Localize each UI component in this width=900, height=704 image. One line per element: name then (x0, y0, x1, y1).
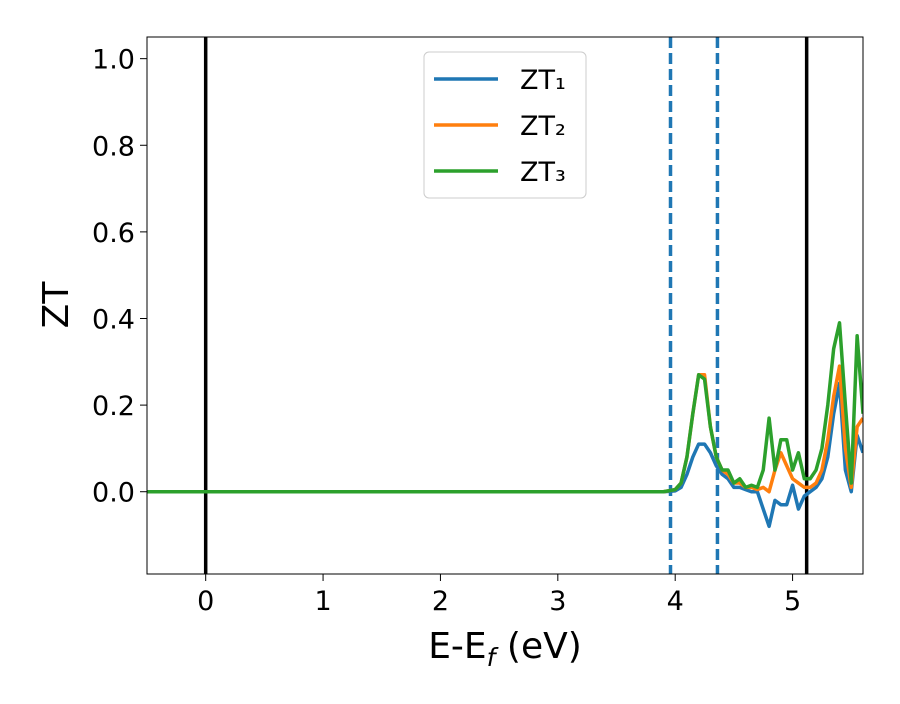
y-tick-label: 1.0 (92, 45, 135, 76)
x-axis-label: E-Ef (eV) (428, 626, 582, 672)
x-tick-label: 3 (549, 586, 566, 617)
legend-box (423, 51, 587, 199)
x-tick-label: 5 (784, 586, 801, 617)
legend-label: ZT₃ (520, 157, 566, 188)
x-label-main: E-E (428, 626, 486, 667)
y-tick-label: 0.2 (92, 391, 135, 422)
x-tick-label: 1 (314, 586, 331, 617)
y-tick-label: 0.4 (92, 304, 135, 335)
x-tick-label: 0 (197, 586, 214, 617)
y-tick-label: 0.0 (92, 478, 135, 509)
axes-frame (146, 36, 864, 575)
series-line (147, 381, 863, 529)
legend-label: ZT₂ (520, 111, 566, 142)
series-line (147, 321, 863, 494)
series-line (147, 364, 863, 494)
legend-label: ZT₁ (520, 65, 566, 96)
plot-area (147, 37, 863, 574)
y-tick-label: 0.6 (92, 218, 135, 249)
x-tick-label: 4 (667, 586, 684, 617)
y-tick-label: 0.8 (92, 131, 135, 162)
x-label-unit: (eV) (495, 626, 581, 667)
y-axis-label: ZT (36, 281, 77, 329)
x-tick-label: 2 (432, 586, 449, 617)
